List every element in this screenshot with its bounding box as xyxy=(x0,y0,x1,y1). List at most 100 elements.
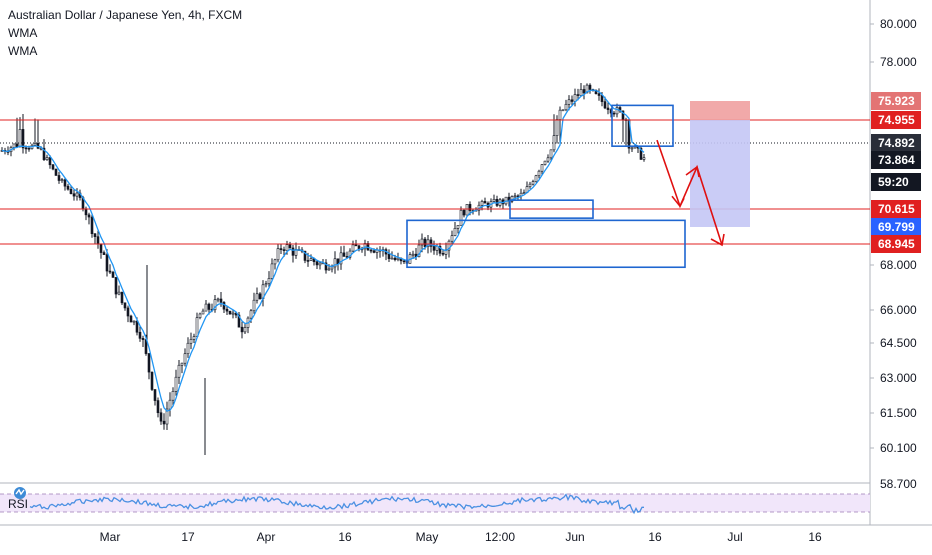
price-tag-label: 73.864 xyxy=(878,153,915,167)
candle-body xyxy=(60,179,64,181)
candle-body xyxy=(24,147,28,150)
candle-body xyxy=(558,109,562,120)
candle-body xyxy=(351,244,355,252)
candle-body xyxy=(357,245,361,250)
wma-indicator-label-1[interactable]: WMA xyxy=(8,26,38,40)
candle-body xyxy=(150,371,154,390)
candle-body xyxy=(309,258,313,261)
candle-body xyxy=(243,327,247,333)
candle-body xyxy=(207,303,211,310)
price-tick-label: 80.000 xyxy=(880,17,917,31)
candle-body xyxy=(561,109,565,112)
candle-body xyxy=(423,238,427,247)
candle-body xyxy=(153,389,157,401)
time-tick-label: 16 xyxy=(648,530,662,544)
candle-body xyxy=(132,320,136,323)
candle-body xyxy=(84,208,88,216)
arrowhead-icon xyxy=(671,195,685,208)
price-tick-label: 61.500 xyxy=(880,406,917,420)
candle-body xyxy=(387,253,391,259)
candle-body xyxy=(126,307,130,317)
wma-line xyxy=(1,89,645,412)
candle-body xyxy=(441,253,445,255)
price-tick-label: 78.000 xyxy=(880,55,917,69)
candle-body xyxy=(570,99,574,102)
candle-body xyxy=(420,238,424,246)
candle-body xyxy=(492,198,496,202)
candle-body xyxy=(99,243,103,253)
candle-body xyxy=(273,259,277,265)
candle-body xyxy=(48,157,52,166)
candle-body xyxy=(216,298,220,301)
price-tag-bg xyxy=(871,173,921,191)
candle-body xyxy=(54,168,58,176)
candle-body xyxy=(402,260,406,263)
candle-body xyxy=(45,157,49,160)
price-tag-label: 74.892 xyxy=(878,136,915,150)
candle-body xyxy=(417,244,421,258)
rsi-band xyxy=(0,494,870,512)
candle-body xyxy=(642,157,646,160)
candle-body xyxy=(549,149,553,159)
candle-body xyxy=(135,320,139,333)
candle-body xyxy=(585,84,589,94)
candle-body xyxy=(606,107,610,110)
candle-body xyxy=(306,260,310,262)
candle-body xyxy=(579,89,583,96)
price-tick-label: 63.000 xyxy=(880,371,917,385)
candle-body xyxy=(252,299,256,312)
candles-group xyxy=(0,83,646,430)
candle-body xyxy=(390,257,394,260)
candle-body xyxy=(174,376,178,392)
candle-body xyxy=(189,339,193,344)
price-tag-label: 74.955 xyxy=(878,113,915,127)
price-tag-label: 68.945 xyxy=(878,237,915,251)
price-tag: 74.955 xyxy=(871,111,921,129)
candle-body xyxy=(222,302,226,310)
candle-body xyxy=(363,243,367,250)
candle-body xyxy=(147,353,151,373)
candle-body xyxy=(411,253,415,256)
candle-body xyxy=(468,204,472,211)
price-tag: 73.864 xyxy=(871,151,921,169)
candle-body xyxy=(72,193,76,197)
candle-body xyxy=(231,312,235,315)
candle-body xyxy=(120,291,124,304)
top-zone-box xyxy=(611,104,674,147)
candle-body xyxy=(279,248,283,250)
price-tag-bg xyxy=(871,151,921,169)
chart-legend: Australian Dollar / Japanese Yen, 4h, FX… xyxy=(8,6,242,60)
price-tag-bg xyxy=(871,111,921,129)
candle-body xyxy=(543,160,547,165)
candle-body xyxy=(315,261,319,266)
time-tick-label: 16 xyxy=(808,530,822,544)
rsi-label: RSI xyxy=(8,497,28,511)
candle-body xyxy=(540,164,544,172)
symbol-title[interactable]: Australian Dollar / Japanese Yen, 4h, FX… xyxy=(8,8,243,22)
time-tick-label: Apr xyxy=(257,530,276,544)
candle-body xyxy=(612,112,616,115)
price-tag: 74.892 xyxy=(871,134,921,152)
candle-body xyxy=(267,278,271,284)
candle-body xyxy=(213,299,217,311)
support-zone-box xyxy=(406,219,686,269)
price-tag-bg xyxy=(871,218,921,236)
candle-body xyxy=(567,99,571,105)
price-tag-bg xyxy=(871,134,921,152)
wma-indicator-label-2[interactable]: WMA xyxy=(8,44,38,58)
arrowhead-icon xyxy=(685,165,700,178)
candle-body xyxy=(552,135,556,151)
candle-body xyxy=(564,103,568,111)
candle-body xyxy=(201,310,205,315)
time-tick-label: Mar xyxy=(100,530,121,544)
time-tick-label: Jul xyxy=(727,530,742,544)
candle-body xyxy=(168,399,172,410)
take-profit-zone xyxy=(690,120,750,227)
candle-body xyxy=(639,147,643,160)
candle-body xyxy=(237,314,241,328)
candle-body xyxy=(303,250,307,261)
candle-body xyxy=(219,298,223,303)
candle-body xyxy=(480,201,484,206)
